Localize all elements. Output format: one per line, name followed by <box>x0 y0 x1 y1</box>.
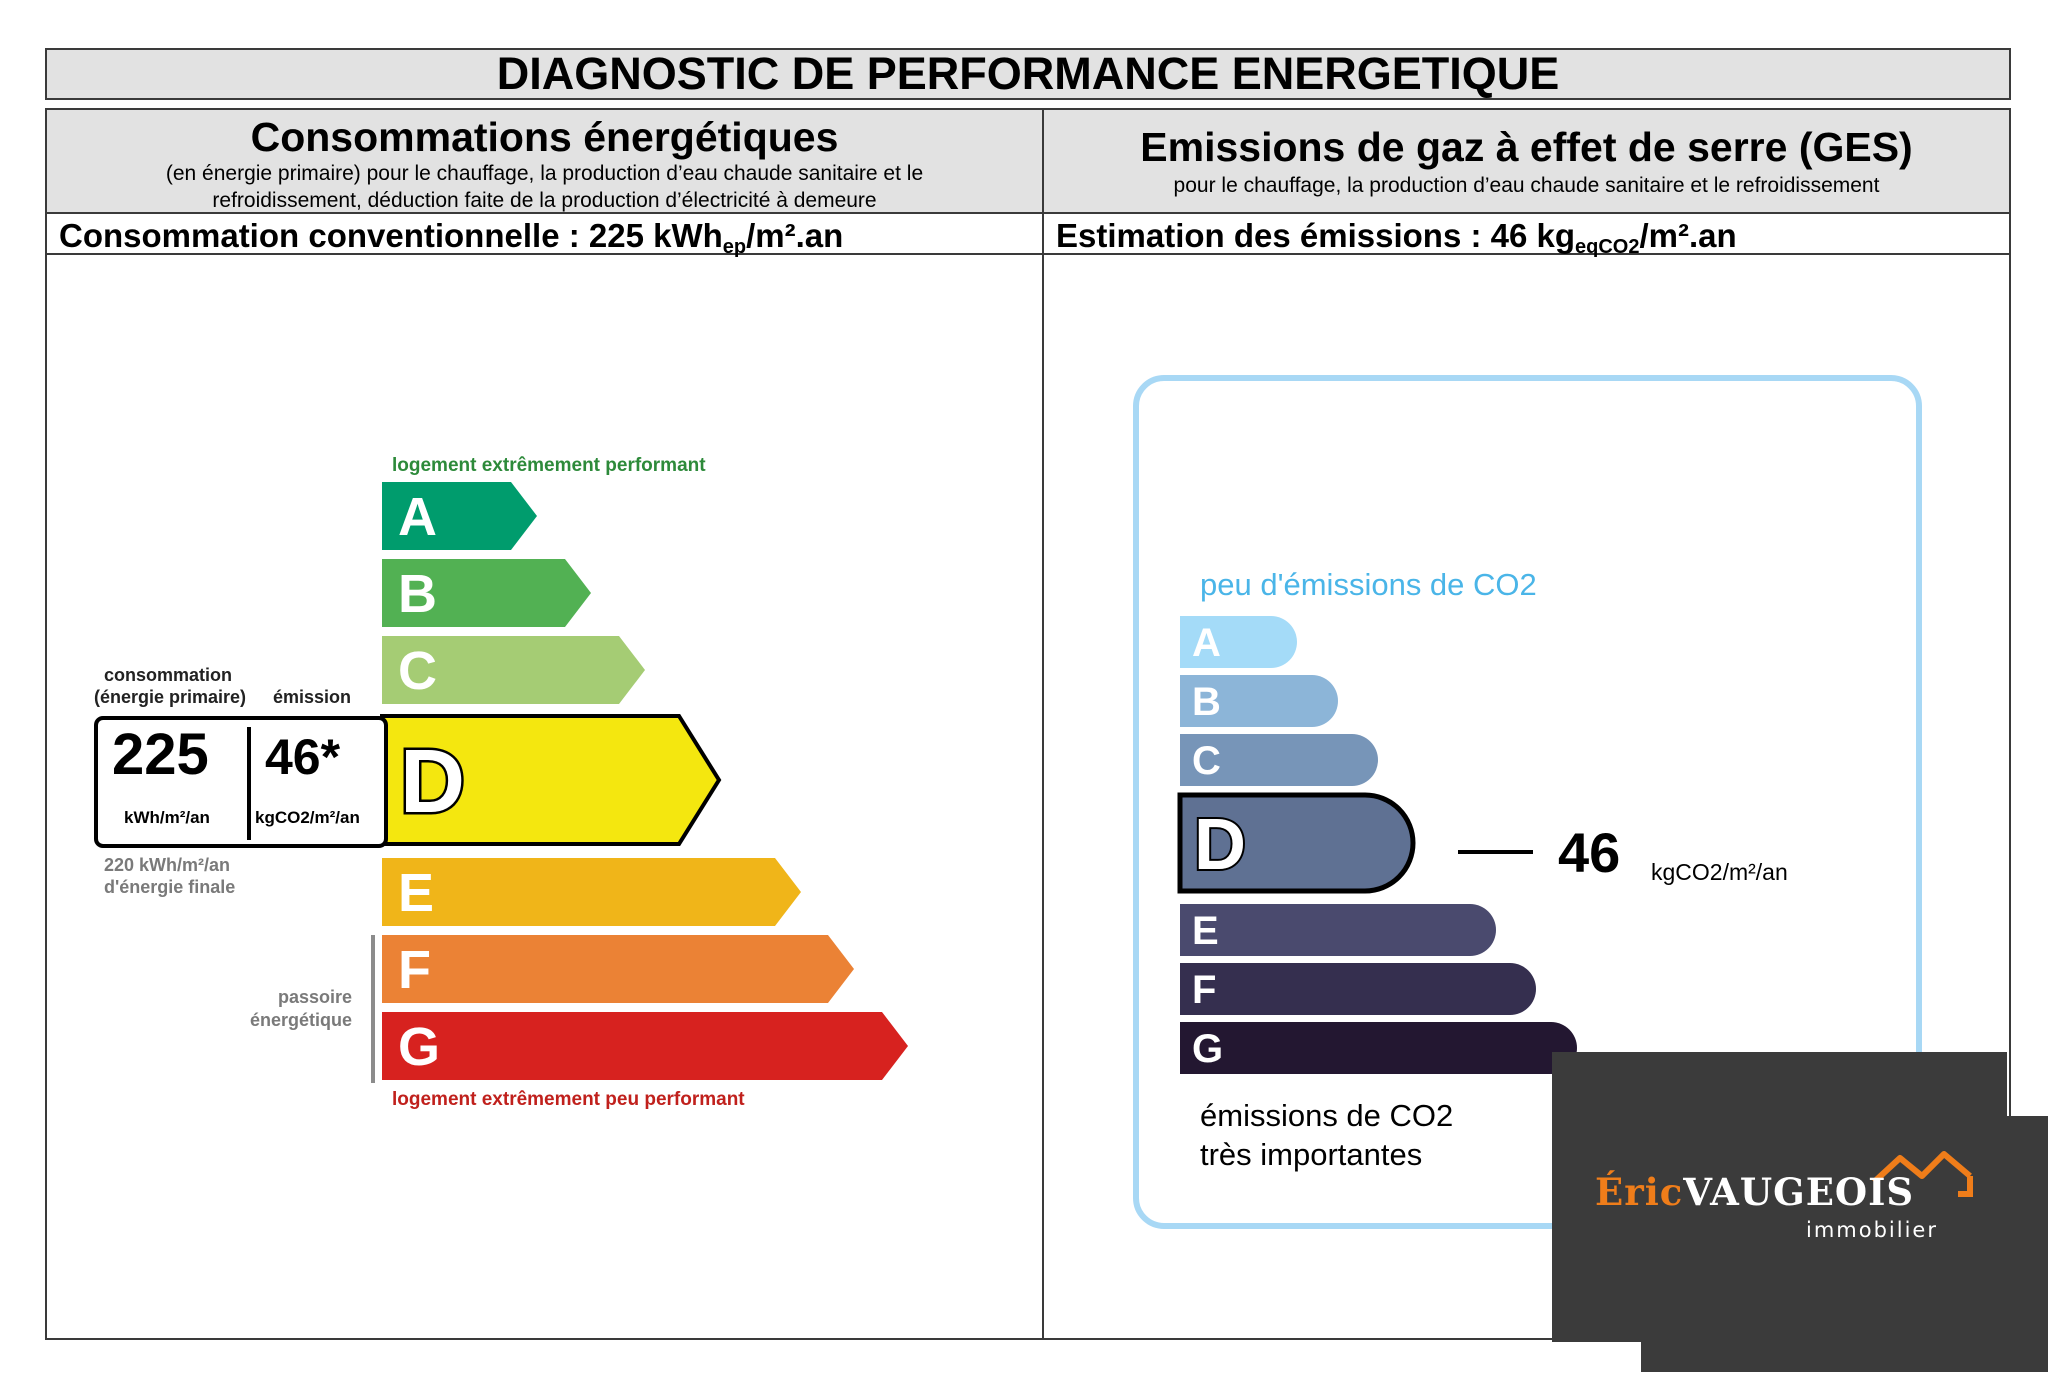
agency-last-name: VAUGEOIS <box>1683 1170 1915 1214</box>
agency-first-name: Éric <box>1595 1170 1684 1214</box>
dpe-table: Consommations énergétiques (en énergie p… <box>45 108 2011 1340</box>
document-title: DIAGNOSTIC DE PERFORMANCE ENERGETIQUE <box>45 48 2011 100</box>
energy-subheading: (en énergie primaire) pour le chauffage,… <box>47 160 1042 214</box>
ges-summary: Estimation des émissions : 46 kgeqCO2/m²… <box>1056 216 1737 267</box>
ges-summary-sub: eqCO2 <box>1575 236 1640 258</box>
column-divider <box>1042 110 1044 1338</box>
agency-subtitle: immobilier <box>1806 1218 1938 1242</box>
ges-subheading: pour le chauffage, la production d’eau c… <box>1173 174 1880 197</box>
ges-summary-unit: /m².an <box>1639 217 1737 254</box>
energy-sub-line2: refroidissement, déduction faite de la p… <box>212 189 877 212</box>
house-roof-icon <box>1871 1151 1973 1197</box>
energy-summary-unit: /m².an <box>746 217 844 254</box>
energy-summary-text: Consommation conventionnelle : 225 kWh <box>59 217 723 254</box>
energy-summary-sub: ep <box>722 236 747 258</box>
agency-name: ÉricVAUGEOIS <box>1595 1170 1914 1214</box>
agency-logo: ÉricVAUGEOIS immobilier <box>1552 1052 2048 1372</box>
energy-summary: Consommation conventionnelle : 225 kWhep… <box>59 216 843 267</box>
energy-heading: Consommations énergétiques <box>250 114 839 160</box>
energy-sub-line1: (en énergie primaire) pour le chauffage,… <box>165 162 924 185</box>
energy-header-bg <box>47 110 1042 212</box>
summary-row-line <box>47 253 2009 255</box>
ges-summary-text: Estimation des émissions : 46 kg <box>1056 217 1576 254</box>
ges-heading: Emissions de gaz à effet de serre (GES) <box>1140 124 1913 170</box>
logo-bg-b <box>1641 1116 2048 1372</box>
ges-header-bg <box>1044 110 2009 212</box>
header-row-line <box>47 212 2009 214</box>
